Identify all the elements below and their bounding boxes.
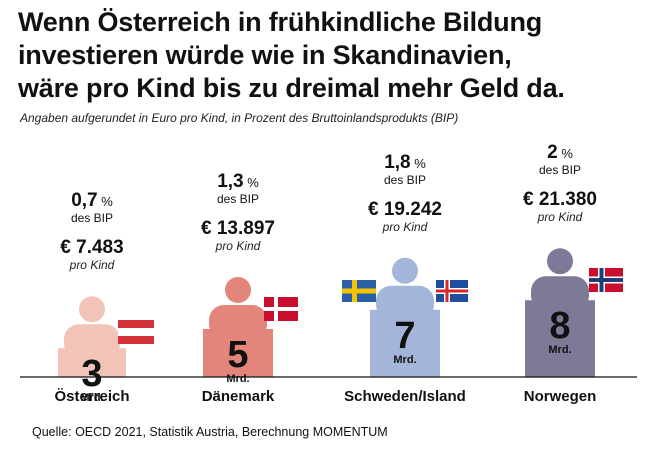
per-child-suffix: pro Kind (537, 210, 583, 224)
person-shoulders-1 (64, 324, 120, 359)
bar-value-label: 8 (549, 305, 570, 347)
source-note: Quelle: OECD 2021, Statistik Austria, Be… (32, 425, 388, 439)
bip-suffix: des BIP (71, 211, 113, 225)
bar-unit-label: Mrd. (226, 373, 249, 385)
norway-flag (589, 268, 623, 292)
per-child-value: € 19.242 (368, 199, 442, 220)
person-head-1 (79, 296, 105, 323)
bar-unit-label: Mrd. (393, 354, 416, 366)
bar-3 (370, 309, 440, 377)
bar-value-label: 7 (394, 315, 415, 357)
per-child-value: € 7.483 (60, 237, 123, 258)
per-child-suffix: pro Kind (69, 258, 115, 272)
bip-percent-value: 1,8 % (384, 152, 426, 173)
category-label: Dänemark (202, 388, 275, 405)
person-shoulders-4 (531, 276, 589, 311)
title-line-1: Wenn Österreich in frühkindliche Bildung (18, 7, 543, 37)
bar-unit-label: Mrd. (80, 392, 103, 404)
iceland-flag (436, 280, 468, 302)
title-line-2: investieren würde wie in Skandinavien, (18, 40, 512, 70)
chart-subtitle: Angaben aufgerundet in Euro pro Kind, in… (20, 111, 459, 125)
bip-percent-value: 2 % (547, 142, 573, 163)
bip-percent-value: 0,7 % (71, 190, 113, 211)
bar-unit-label: Mrd. (548, 344, 571, 356)
bar-value-label: 5 (227, 334, 248, 376)
person-shoulders-2 (209, 305, 267, 339)
person-head-2 (225, 277, 251, 303)
bip-suffix: des BIP (539, 163, 581, 177)
sweden-flag (342, 280, 376, 302)
bip-suffix: des BIP (217, 192, 259, 206)
per-child-suffix: pro Kind (382, 220, 428, 234)
bip-percent-value: 1,3 % (217, 171, 259, 192)
per-child-value: € 21.380 (523, 189, 597, 210)
category-label: Norwegen (524, 388, 597, 405)
person-head-4 (547, 248, 573, 275)
title-line-3: wäre pro Kind bis zu dreimal mehr Geld d… (18, 73, 565, 103)
per-child-suffix: pro Kind (215, 239, 261, 253)
person-head-3 (392, 257, 418, 284)
person-shoulders-3 (376, 285, 434, 320)
bip-suffix: des BIP (384, 173, 426, 187)
category-label: Schweden/Island (344, 388, 466, 405)
bar-value-label: 3 (81, 353, 102, 395)
denmark-flag (264, 297, 298, 321)
per-child-value: € 13.897 (201, 218, 275, 239)
bar-4 (525, 300, 595, 377)
austria-flag (118, 320, 154, 344)
category-label: Österreich (54, 388, 129, 405)
